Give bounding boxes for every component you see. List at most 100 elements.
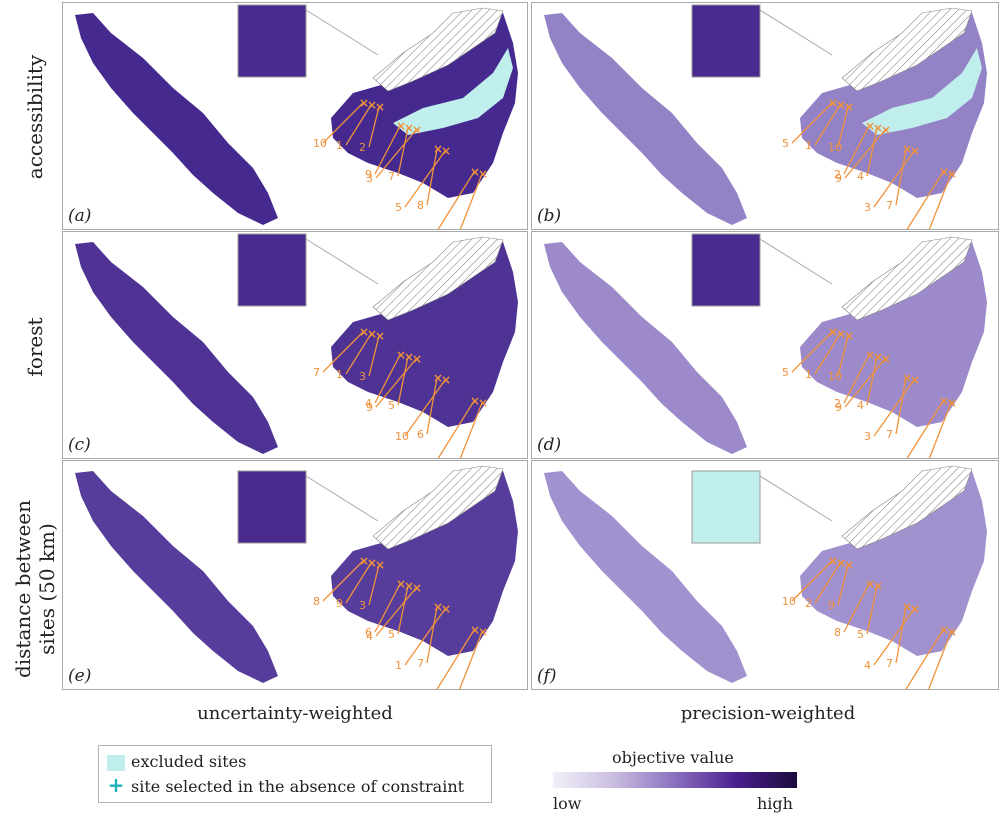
map-svg: ×7×4×6×2×1×5×10×8×3×9: [75, 233, 518, 458]
site-marker-icon: ×: [844, 329, 854, 343]
hatched-region: [841, 7, 973, 92]
site-marker-icon: ×: [478, 167, 488, 181]
site-leader-line: [404, 608, 446, 666]
site-leader-line: [322, 102, 364, 144]
hatched-region: [372, 465, 504, 550]
site-label: 10: [313, 137, 327, 150]
legend: excluded sites + site selected in the abs…: [98, 745, 492, 803]
site-leader-line: [397, 127, 409, 177]
sumatra-landmass: [75, 242, 278, 454]
colorbar-title: objective value: [612, 748, 734, 767]
site-marker-icon: ×: [939, 394, 949, 408]
site-marker-icon: ×: [836, 98, 846, 112]
excluded-region: [862, 48, 982, 135]
site-leader-line: [375, 587, 417, 637]
site-marker-icon: ×: [836, 556, 846, 570]
site-label: 2: [424, 688, 431, 689]
site-marker-icon: ×: [375, 558, 385, 572]
site-label: 3: [864, 430, 871, 443]
map-svg: ×8×6×7×2×9×5×1×10×3×4: [75, 465, 518, 689]
site-marker-icon: ×: [470, 394, 480, 408]
inset-connector: [759, 475, 833, 522]
hatched-region: [841, 236, 973, 321]
site-marker-icon: ×: [433, 600, 443, 614]
site-leader-line: [843, 354, 870, 404]
site-marker-icon: ×: [873, 121, 883, 135]
site-leader-line: [404, 379, 446, 437]
site-label: 4: [366, 630, 373, 643]
inset-connector: [305, 475, 379, 522]
site-label: 7: [886, 199, 893, 212]
panel-tag: (b): [537, 206, 562, 226]
map-svg: ×5×2×7×8×1×4×3×6×10×9: [544, 4, 987, 229]
site-leader-line: [345, 333, 372, 375]
site-marker-icon: ×: [359, 554, 369, 568]
site-leader-line: [397, 585, 409, 635]
site-label: 9: [828, 599, 835, 612]
site-marker-icon: ×: [441, 373, 451, 387]
site-label: 6: [417, 428, 424, 441]
site-marker-icon: ×: [404, 579, 414, 593]
site-marker-icon: ×: [881, 123, 891, 137]
colorbar-low-label: low: [553, 794, 582, 813]
site-leader-line: [404, 150, 446, 208]
site-label: 4: [864, 659, 871, 672]
site-marker-icon: ×: [396, 119, 406, 133]
site-marker-icon: ×: [396, 348, 406, 362]
hatched-region: [372, 7, 504, 92]
site-marker-icon: ×: [910, 373, 920, 387]
site-leader-line: [843, 583, 870, 633]
site-marker-icon: ×: [939, 623, 949, 637]
site-marker-icon: ×: [828, 96, 838, 110]
site-label: 8: [834, 626, 841, 639]
site-label: 5: [782, 137, 789, 150]
site-label: 2: [805, 597, 812, 610]
inset-zoom-box: [237, 233, 307, 307]
panel-a: ×10×9×8×6×1×7×5×4×2×3 (a): [62, 2, 528, 230]
site-marker-icon: ×: [865, 577, 875, 591]
site-marker-icon: ×: [910, 602, 920, 616]
site-marker-icon: ×: [367, 98, 377, 112]
site-marker-icon: ×: [865, 348, 875, 362]
excluded-region: [393, 48, 513, 135]
site-leader-line: [837, 335, 849, 377]
site-marker-icon: ×: [433, 371, 443, 385]
site-leader-line: [906, 171, 944, 229]
site-label: 4: [365, 397, 372, 410]
sumatra-landmass: [75, 13, 278, 225]
site-label: 3: [359, 370, 366, 383]
site-marker-icon: ×: [478, 396, 488, 410]
site-marker-icon: ×: [939, 165, 949, 179]
inset-connector: [305, 238, 379, 285]
site-label: 4: [857, 399, 864, 412]
site-leader-line: [814, 333, 841, 375]
row-label-forest: forest: [23, 317, 47, 377]
site-leader-line: [895, 148, 907, 206]
site-marker-icon: ×: [478, 625, 488, 639]
site-label: 3: [864, 201, 871, 214]
site-marker-icon: ×: [412, 123, 422, 137]
inset-zoom-box: [691, 4, 761, 78]
map-svg: ×10×9×8×6×1×7×5×4×2×3: [75, 4, 518, 229]
site-leader-line: [345, 562, 372, 604]
site-leader-line: [906, 400, 944, 458]
site-label: 2: [834, 168, 841, 181]
site-label: 7: [388, 170, 395, 183]
map-svg: ×5×2×7×8×1×4×3×6×10×9: [544, 233, 987, 458]
site-leader-line: [873, 379, 915, 437]
site-marker-icon: ×: [947, 625, 957, 639]
sumatra-landmass: [544, 13, 747, 225]
site-label: 10: [782, 595, 796, 608]
site-marker-icon: ×: [375, 100, 385, 114]
panel-tag: (e): [68, 666, 92, 686]
site-marker-icon: ×: [828, 325, 838, 339]
site-marker-icon: ×: [873, 579, 883, 593]
column-label-precision: precision-weighted: [680, 703, 856, 724]
site-label: 7: [313, 366, 320, 379]
excluded-swatch-icon: [107, 754, 125, 771]
site-marker-icon: ×: [433, 142, 443, 156]
site-leader-line: [459, 402, 483, 458]
site-label: 8: [417, 199, 424, 212]
site-label: 1: [336, 139, 343, 152]
inset-connector: [305, 9, 379, 56]
